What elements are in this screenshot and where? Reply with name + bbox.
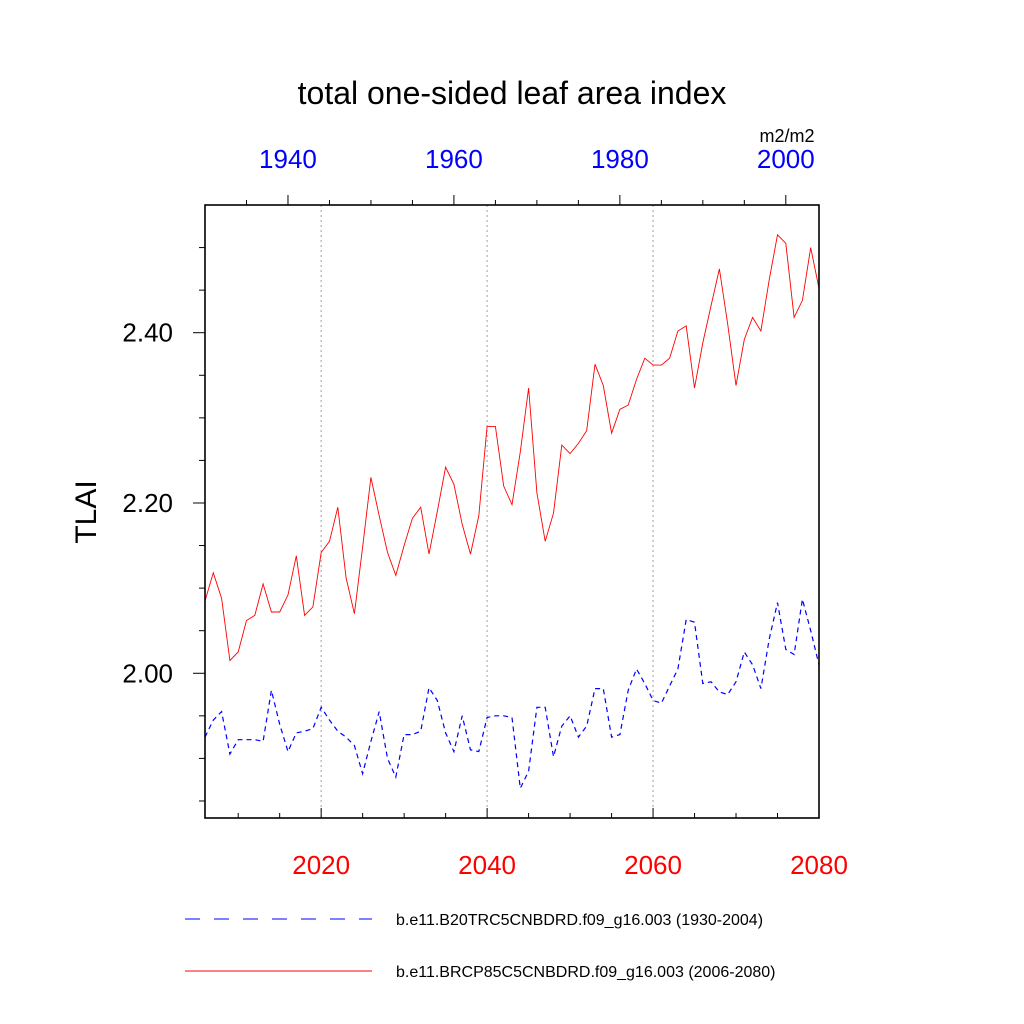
chart-title: total one-sided leaf area index bbox=[298, 75, 727, 111]
series-line-historical bbox=[204, 599, 820, 791]
x-top-tick-label: 1960 bbox=[425, 144, 483, 174]
y-tick-label: 2.40 bbox=[122, 318, 173, 348]
series-line-rcp85 bbox=[204, 233, 820, 662]
x-top-tick-label: 1980 bbox=[591, 144, 649, 174]
y-tick-label: 2.20 bbox=[122, 488, 173, 518]
tick-marks bbox=[193, 195, 820, 818]
y-tick-label: 2.00 bbox=[122, 658, 173, 688]
series-lines bbox=[204, 233, 820, 791]
legend-label-historical: b.e11.B20TRC5CNBDRD.f09_g16.003 (1930-20… bbox=[396, 912, 763, 929]
legend: b.e11.B20TRC5CNBDRD.f09_g16.003 (1930-20… bbox=[185, 912, 775, 981]
x-bottom-tick-label: 2040 bbox=[458, 850, 516, 880]
y-axis-label: TLAI bbox=[70, 480, 103, 543]
x-bottom-tick-label: 2020 bbox=[292, 850, 350, 880]
x-bottom-tick-label: 2060 bbox=[624, 850, 682, 880]
x-top-tick-label: 2000 bbox=[757, 144, 815, 174]
legend-label-rcp85: b.e11.BRCP85C5CNBDRD.f09_g16.003 (2006-2… bbox=[396, 964, 775, 981]
x-top-tick-label: 1940 bbox=[259, 144, 317, 174]
tick-labels: 2020 2040 2060 2080 1940 1960 1980 2000 2.00 2.20… bbox=[122, 144, 848, 880]
grid-lines bbox=[320, 205, 654, 818]
units-label: m2/m2 bbox=[759, 126, 814, 146]
x-bottom-tick-label: 2080 bbox=[790, 850, 848, 880]
plot-frame bbox=[204, 204, 820, 819]
